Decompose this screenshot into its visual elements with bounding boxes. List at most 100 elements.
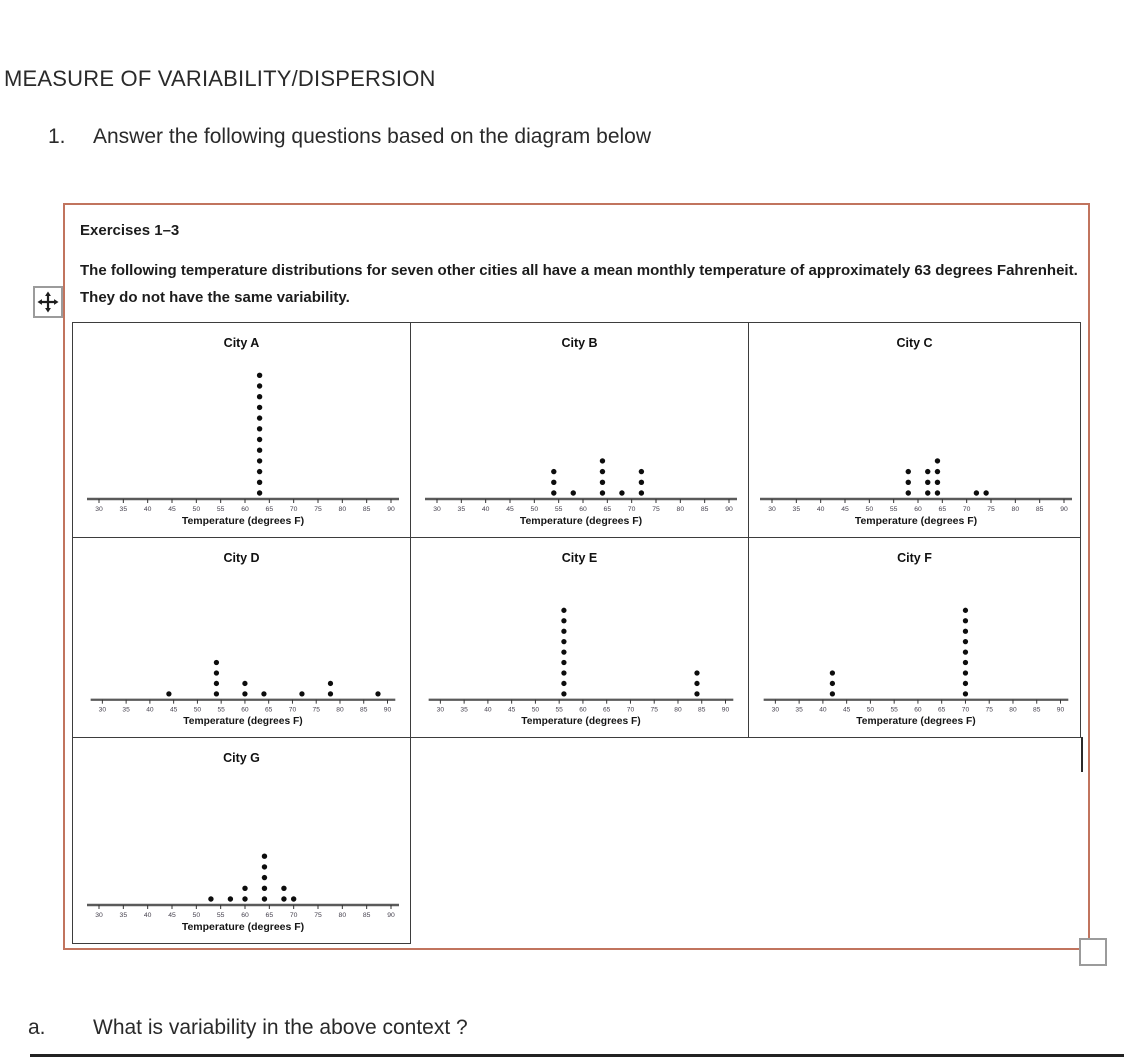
data-dot — [256, 479, 262, 485]
move-handle[interactable] — [33, 286, 63, 318]
x-tick-label: 65 — [603, 506, 611, 513]
dot-plot-cell-city-c: City C 30 35 40 45 50 55 60 65 70 75 80 85 90 Temperat… — [749, 323, 1081, 538]
x-tick-label: 65 — [265, 912, 273, 919]
data-dot — [241, 885, 248, 891]
x-tick-label: 60 — [241, 912, 249, 919]
x-tick-label: 65 — [265, 506, 273, 513]
data-dot — [256, 426, 262, 432]
dot-plot: 30 35 40 45 50 55 60 65 70 75 80 85 90 Temperature (d… — [86, 853, 399, 933]
data-dot — [638, 468, 644, 475]
x-tick-label: 70 — [961, 706, 969, 713]
question-number: 1. — [48, 125, 66, 148]
data-dot — [261, 874, 267, 881]
data-dot — [327, 691, 333, 697]
sub-question-a: a. What is variability in the above cont… — [28, 1016, 468, 1040]
data-dot — [982, 490, 989, 496]
data-dot — [550, 479, 556, 485]
x-tick-label: 85 — [700, 506, 708, 513]
x-tick-label: 85 — [1033, 706, 1041, 713]
x-tick-label: 85 — [1035, 506, 1043, 513]
x-tick-label: 30 — [98, 706, 106, 713]
x-tick-label: 90 — [383, 706, 391, 713]
cursor-mark — [1081, 737, 1083, 772]
x-axis-label: Temperature (degrees F) — [181, 515, 303, 527]
dot-plot-cell-city-g: City G 30 35 40 45 50 55 60 65 70 75 80 85 90 Temperat… — [73, 738, 411, 944]
x-tick-label: 45 — [168, 506, 176, 513]
x-tick-label: 80 — [338, 912, 346, 919]
x-tick-label: 55 — [555, 706, 563, 713]
dot-plot: 30 35 40 45 50 55 60 65 70 75 80 85 90 Temperature (d… — [90, 659, 395, 727]
dot-plot-cell-city-b: City B 30 35 40 45 50 55 60 65 70 75 80 85 90 Temperat… — [411, 323, 749, 538]
x-tick-label: 85 — [362, 506, 370, 513]
x-tick-label: 45 — [168, 912, 176, 919]
dot-plot-cell-city-a: City A 30 35 40 45 50 55 60 65 70 75 80 85 90 Temperat… — [73, 323, 411, 538]
data-dot — [693, 691, 700, 697]
x-tick-label: 85 — [362, 912, 370, 919]
x-tick-label: 55 — [216, 912, 224, 919]
data-dot — [693, 670, 700, 676]
sub-question-text: What is variability in the above context… — [93, 1016, 468, 1039]
resize-handle[interactable] — [1079, 938, 1107, 966]
data-dot — [934, 490, 940, 496]
dot-plot: 30 35 40 45 50 55 60 65 70 75 80 85 90 Temperature (d… — [86, 372, 399, 527]
x-tick-label: 75 — [312, 706, 320, 713]
data-dot — [560, 618, 567, 624]
x-tick-label: 75 — [985, 706, 993, 713]
data-dot — [829, 670, 835, 676]
x-tick-label: 45 — [169, 706, 177, 713]
data-dot — [374, 691, 381, 697]
data-dot — [260, 691, 267, 697]
data-dot — [962, 691, 968, 697]
data-dot — [256, 447, 262, 453]
x-tick-label: 70 — [289, 912, 297, 919]
x-tick-label: 65 — [603, 706, 611, 713]
x-tick-label: 75 — [650, 706, 658, 713]
question-1: 1. Answer the following questions based … — [48, 125, 651, 149]
dot-plot-grid: City A 30 35 40 45 50 55 60 65 70 75 80 85 90 Temperat… — [72, 322, 1081, 944]
x-tick-label: 35 — [792, 506, 800, 513]
data-dot — [934, 479, 940, 485]
x-tick-label: 45 — [506, 506, 514, 513]
dot-plot: 30 35 40 45 50 55 60 65 70 75 80 85 90 Temperature (d… — [759, 458, 1072, 527]
data-dot — [213, 691, 219, 697]
x-tick-label: 35 — [460, 706, 468, 713]
data-dot — [560, 659, 567, 666]
data-dot — [241, 896, 248, 902]
x-tick-label: 40 — [143, 912, 151, 919]
data-dot — [261, 896, 267, 902]
x-tick-label: 75 — [652, 506, 660, 513]
exercise-figure-box[interactable]: Exercises 1–3 The following temperature … — [63, 203, 1090, 950]
x-tick-label: 60 — [241, 706, 249, 713]
x-tick-label: 40 — [481, 506, 489, 513]
data-dot — [924, 479, 930, 485]
x-tick-label: 45 — [841, 506, 849, 513]
data-dot — [599, 490, 605, 496]
data-dot — [693, 680, 700, 687]
x-tick-label: 40 — [143, 506, 151, 513]
data-dot — [550, 490, 556, 496]
plot-title: City G — [223, 751, 260, 765]
x-tick-label: 50 — [865, 506, 873, 513]
data-dot — [298, 691, 305, 697]
x-tick-label: 50 — [866, 706, 874, 713]
x-tick-label: 60 — [579, 706, 587, 713]
data-dot — [962, 680, 968, 687]
data-dot — [256, 394, 262, 400]
x-tick-label: 55 — [890, 706, 898, 713]
x-tick-label: 30 — [95, 912, 103, 919]
x-tick-label: 35 — [119, 506, 127, 513]
data-dot — [207, 896, 214, 902]
data-dot — [256, 490, 262, 496]
data-dot — [973, 490, 979, 496]
x-tick-label: 60 — [241, 506, 249, 513]
x-tick-label: 80 — [336, 706, 344, 713]
plot-title: City A — [223, 336, 260, 350]
data-dot — [924, 468, 930, 475]
data-dot — [905, 479, 911, 485]
x-tick-label: 50 — [193, 706, 201, 713]
data-dot — [560, 607, 567, 613]
plot-title: City E — [561, 551, 598, 565]
x-axis-label: Temperature (degrees F) — [521, 716, 640, 727]
x-axis-label: Temperature (degrees F) — [519, 515, 641, 527]
x-tick-label: 35 — [795, 706, 803, 713]
